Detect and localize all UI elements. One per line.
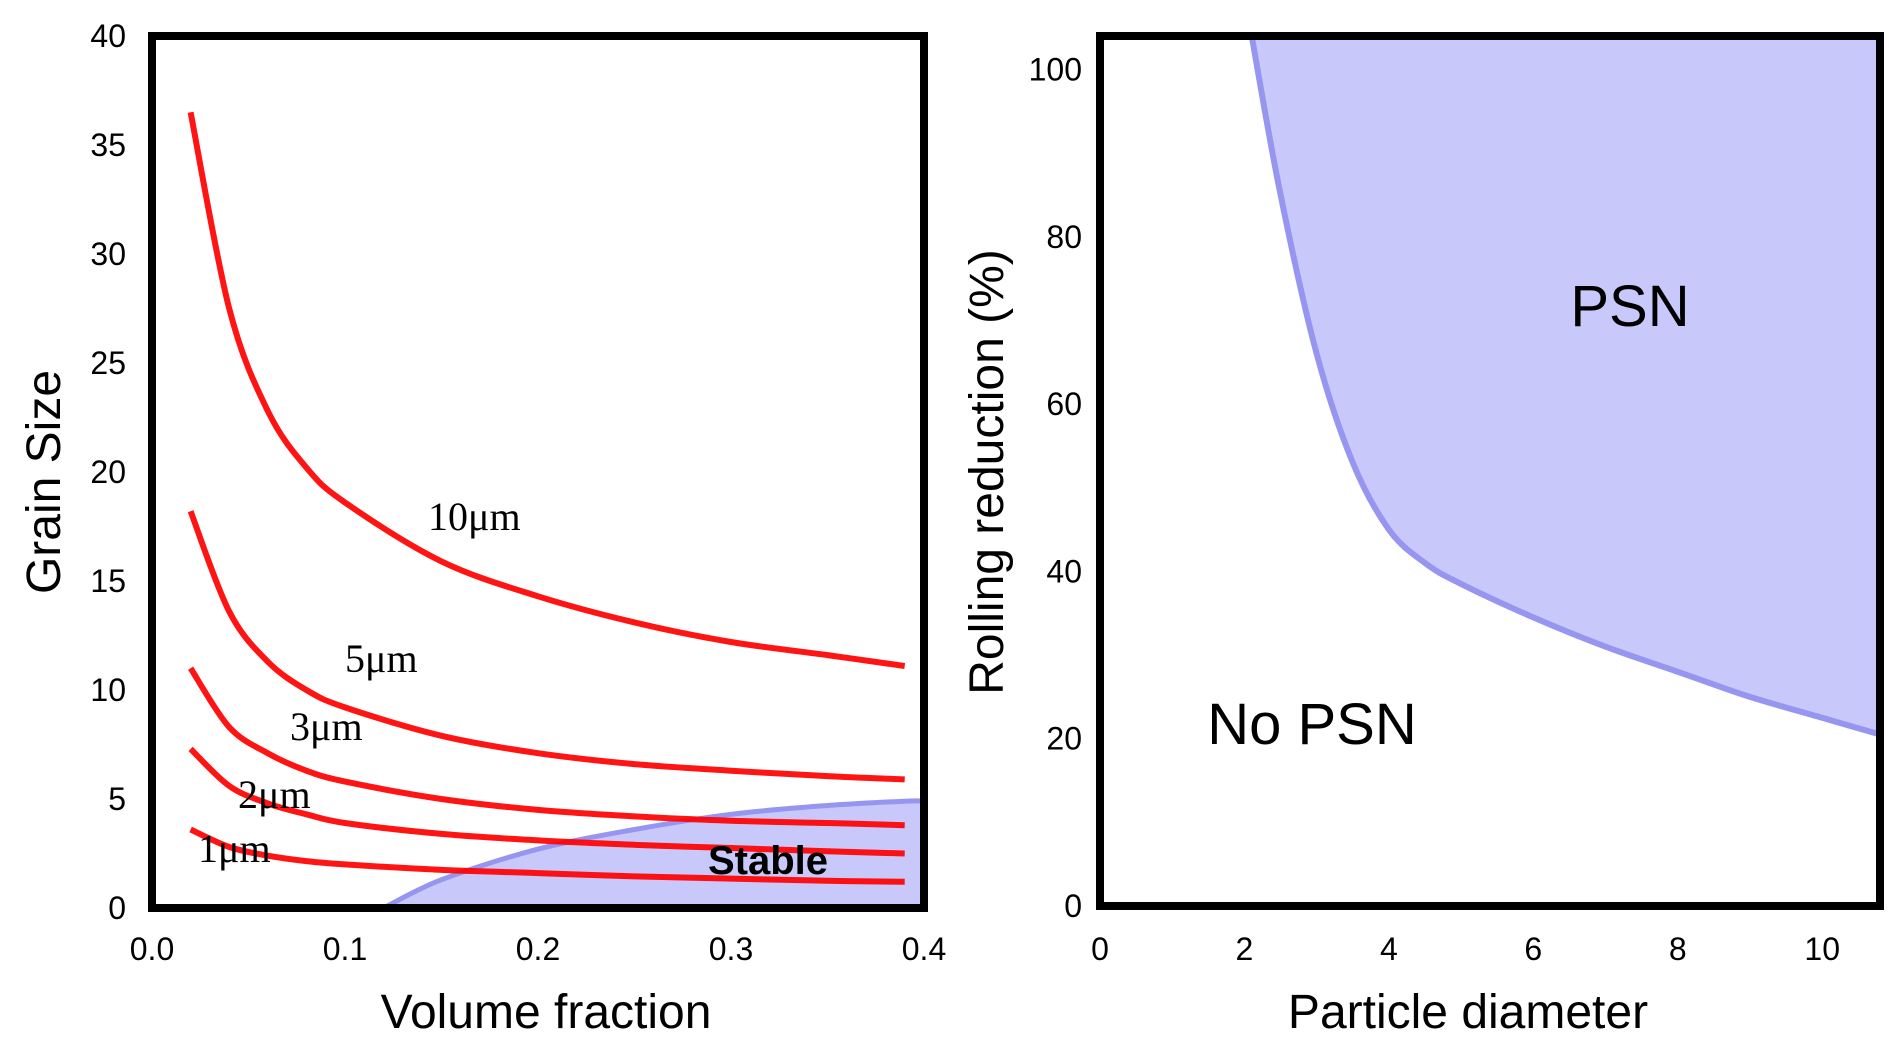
x-tick-label: 6 (1524, 931, 1542, 967)
x-tick-label: 4 (1380, 931, 1398, 967)
curve-label-2um: 2μm (238, 772, 311, 817)
curve-1um (189, 826, 905, 885)
x-tick-label: 8 (1669, 931, 1687, 967)
plot-frame-left (148, 32, 928, 912)
x-tick-label: 0.2 (516, 931, 560, 967)
y-tick-label: 60 (1046, 386, 1082, 422)
curve-10um (187, 111, 906, 669)
psn-region-label: PSN (1570, 274, 1689, 339)
x-tick-labels-left: 0.0 0.1 0.2 0.3 0.4 (130, 931, 946, 967)
curve-label-1um: 1μm (198, 826, 271, 871)
plot-frame-right (1096, 32, 1884, 910)
grain-size-curves (187, 111, 906, 885)
x-tick-label: 0.4 (902, 931, 946, 967)
curve-label-10um: 10μm (428, 494, 521, 539)
x-axis-title-left: Volume fraction (381, 986, 712, 1039)
y-tick-labels-right: 0 20 40 60 80 100 (1029, 51, 1082, 924)
x-tick-label: 2 (1236, 931, 1254, 967)
x-tick-labels-right: 0 2 4 6 8 10 (1091, 931, 1840, 967)
no-psn-region-label: No PSN (1207, 692, 1417, 757)
y-axis-title-left: Grain Size (18, 370, 71, 594)
curve-3um (188, 666, 905, 829)
y-tick-label: 5 (108, 781, 126, 817)
stable-region-boundary (382, 798, 925, 911)
x-tick-label: 0 (1091, 931, 1109, 967)
curve-label-3um: 3μm (290, 704, 363, 749)
psn-region-fill (1251, 36, 1880, 735)
y-tick-label: 20 (90, 454, 126, 490)
y-axis-title-right: Rolling reduction (%) (961, 249, 1014, 695)
x-axis-title-right: Particle diameter (1288, 986, 1648, 1039)
y-tick-label: 40 (90, 18, 126, 54)
psn-chart: 0 2 4 6 8 10 0 20 40 60 80 100 Particle diameter R… (961, 32, 1884, 1039)
x-tick-label: 0.3 (709, 931, 753, 967)
x-tick-label: 10 (1804, 931, 1840, 967)
y-tick-label: 100 (1029, 51, 1082, 87)
grain-size-chart: 0.0 0.1 0.2 0.3 0.4 0 5 10 15 20 25 30 35 40 Volume … (18, 18, 946, 1039)
x-tick-label: 0.1 (323, 931, 367, 967)
y-tick-label: 25 (90, 345, 126, 381)
curve-label-5um: 5μm (345, 636, 418, 681)
y-tick-label: 15 (90, 563, 126, 599)
y-tick-label: 35 (90, 127, 126, 163)
y-tick-label: 30 (90, 236, 126, 272)
y-tick-label: 80 (1046, 219, 1082, 255)
curve-5um (187, 510, 905, 783)
y-tick-label: 0 (108, 890, 126, 926)
stable-region-label: Stable (708, 839, 828, 883)
curve-2um (188, 746, 905, 857)
y-tick-label: 10 (90, 672, 126, 708)
psn-boundary-line (1248, 35, 1881, 738)
y-tick-label: 20 (1046, 721, 1082, 757)
y-tick-label: 0 (1064, 888, 1082, 924)
x-tick-label: 0.0 (130, 931, 174, 967)
y-tick-label: 40 (1046, 553, 1082, 589)
y-tick-labels-left: 0 5 10 15 20 25 30 35 40 (90, 18, 126, 926)
